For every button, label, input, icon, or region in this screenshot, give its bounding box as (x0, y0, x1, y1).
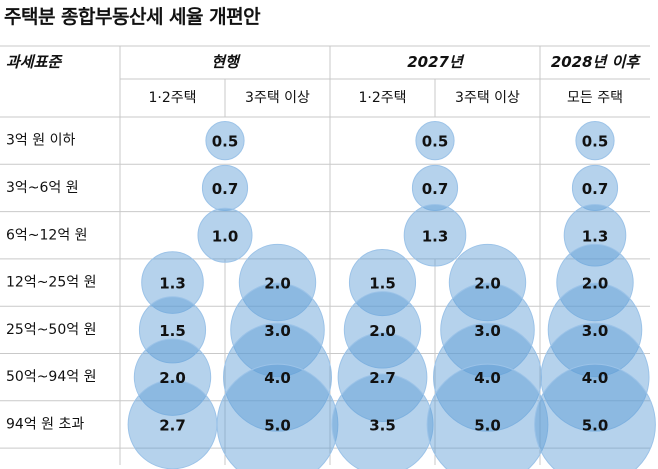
rate-value: 2.0 (159, 369, 186, 387)
row-label: 12억~25억 원 (6, 275, 96, 291)
rate-bubble (205, 121, 245, 161)
rate-value: 5.0 (264, 416, 291, 434)
rate-bubble (571, 164, 619, 212)
rate-value: 3.0 (474, 322, 501, 340)
rate-value: 2.0 (474, 275, 501, 293)
corner-label: 과세표준 (6, 53, 63, 71)
row-label: 3억 원 이하 (6, 133, 75, 149)
rate-value: 4.0 (264, 369, 291, 387)
sub-header: 1·2주택 (358, 90, 406, 106)
rate-bubble (547, 282, 643, 378)
chart-title: 주택분 종합부동산세 세율 개편안 (4, 6, 261, 28)
group-header: 현행 (211, 53, 241, 71)
rate-bubble (337, 332, 428, 423)
rate-bubble (348, 248, 417, 317)
rate-bubble (201, 164, 249, 212)
rate-value: 1.3 (582, 227, 609, 245)
rate-value: 2.0 (264, 275, 291, 293)
sub-header: 모든 주택 (567, 90, 623, 106)
rate-value: 3.0 (264, 322, 291, 340)
labels: 과세표준 현행 2027년 2028년 이후 1·2주택 3주택 이상 1·2주택 3주택 이… (6, 53, 641, 434)
bubbles (127, 121, 656, 469)
rate-value: 0.7 (582, 180, 609, 198)
rate-value: 1.3 (159, 275, 186, 293)
rate-bubble (216, 363, 339, 469)
rate-value: 5.0 (474, 416, 501, 434)
rate-bubble (403, 203, 467, 267)
rate-bubble (575, 121, 615, 161)
rate-bubble (563, 203, 627, 267)
rate-value: 4.0 (582, 369, 609, 387)
rate-value: 1.5 (369, 275, 396, 293)
rate-bubble (197, 207, 253, 263)
rate-bubble (556, 243, 634, 322)
group-header: 2027년 (407, 53, 465, 71)
rate-bubble (534, 363, 656, 469)
rate-value: 0.7 (212, 180, 239, 198)
rate-value: 0.7 (422, 180, 449, 198)
rate-bubble (426, 363, 549, 469)
rate-value: 3.5 (369, 416, 396, 434)
row-label: 94억 원 초과 (6, 416, 84, 432)
sub-header: 3주택 이상 (245, 90, 310, 106)
group-header: 2028년 이후 (551, 53, 642, 71)
rate-value: 1.5 (159, 322, 186, 340)
rate-value: 2.0 (582, 275, 609, 293)
sub-header: 1·2주택 (148, 90, 196, 106)
rate-bubble (238, 243, 317, 322)
rate-value: 1.0 (212, 227, 239, 245)
rate-bubble (343, 291, 422, 369)
sub-header: 3주택 이상 (455, 90, 520, 106)
rate-value: 5.0 (582, 416, 609, 434)
row-label: 25억~50억 원 (6, 322, 96, 338)
row-label: 50억~94억 원 (6, 369, 96, 385)
rate-bubble (540, 322, 650, 432)
rate-bubble (411, 164, 459, 212)
rate-bubble (331, 373, 434, 469)
rate-value: 1.3 (422, 227, 449, 245)
rate-value: 2.7 (159, 416, 186, 434)
rate-bubble (223, 322, 332, 432)
rate-bubble (230, 282, 325, 378)
rate-bubble (138, 296, 207, 364)
rate-value: 2.0 (369, 322, 396, 340)
rate-bubble (133, 338, 212, 416)
rate-value: 0.5 (422, 133, 449, 151)
rate-value: 3.0 (582, 322, 609, 340)
row-label: 3억~6억 원 (6, 180, 79, 196)
rate-bubble (448, 243, 527, 322)
rate-value: 0.5 (212, 133, 239, 151)
rate-value: 4.0 (474, 369, 501, 387)
rate-bubble (415, 121, 455, 161)
row-label: 6억~12억 원 (6, 227, 88, 243)
rate-bubble (440, 282, 535, 378)
rate-value: 2.7 (369, 369, 396, 387)
rate-bubble (141, 251, 204, 314)
rate-value: 0.5 (582, 133, 609, 151)
